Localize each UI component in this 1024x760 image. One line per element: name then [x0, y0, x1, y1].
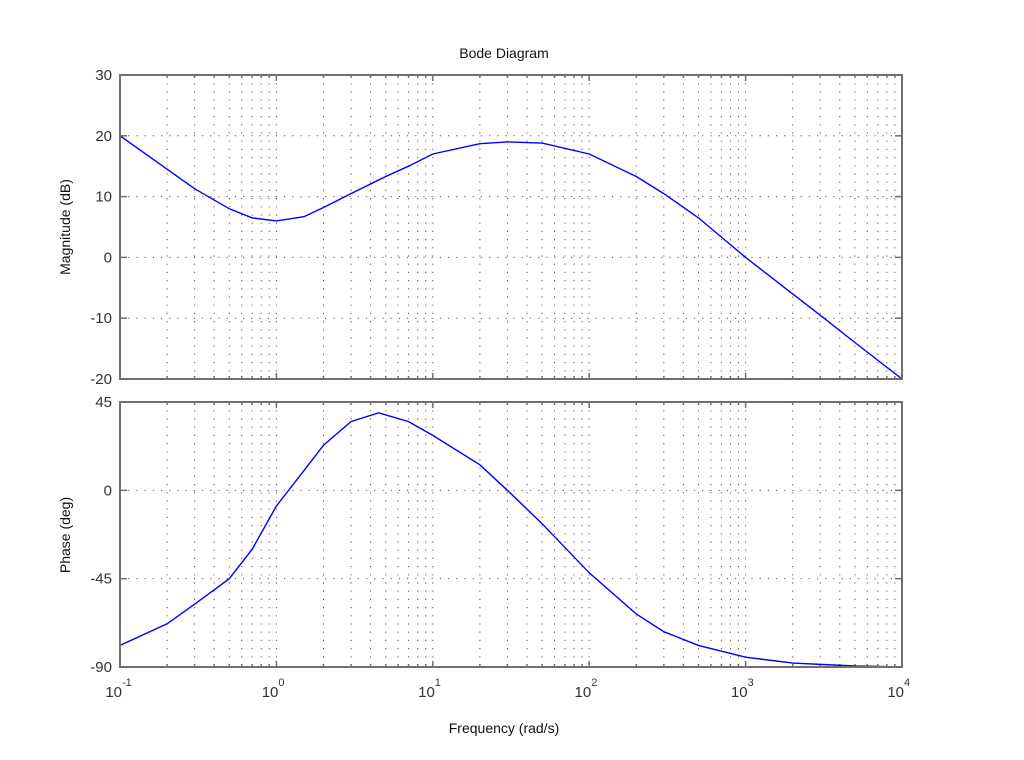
- magnitude-plot: 30 20 10 0 -10 -20 Magnitude (dB): [57, 67, 903, 388]
- phase-y-ticks: 45 0 -45 -90: [90, 394, 112, 676]
- y-tick-label: -45: [90, 571, 112, 588]
- x-tick-exponent: 0: [278, 677, 284, 689]
- y-tick-label: 0: [104, 249, 112, 266]
- x-tick-exponent: -1: [122, 677, 132, 689]
- phase-plot: 45 0 -45 -90 Phase (deg): [57, 394, 903, 676]
- x-tick-exponent: 3: [748, 677, 754, 689]
- x-tick-label: 10: [887, 684, 904, 701]
- x-tick-label: 10: [418, 684, 435, 701]
- magnitude-axes-box: [119, 74, 903, 380]
- x-tick-exponent: 2: [591, 677, 597, 689]
- chart-title: Bode Diagram: [459, 45, 549, 61]
- y-tick-label: 30: [95, 67, 112, 84]
- y-tick-label: 45: [95, 394, 112, 411]
- x-tick-label: 10: [731, 684, 748, 701]
- x-axis-label: Frequency (rad/s): [449, 720, 559, 736]
- x-tick-label: 10: [105, 684, 122, 701]
- y-tick-label: -10: [90, 310, 112, 327]
- x-tick-label: 10: [262, 684, 279, 701]
- y-tick-label: 20: [95, 128, 112, 145]
- y-tick-label: -90: [90, 659, 112, 676]
- phase-grid: [120, 401, 902, 668]
- magnitude-y-label: Magnitude (dB): [57, 179, 73, 275]
- phase-axes-box: [119, 401, 903, 668]
- magnitude-curve: [119, 135, 903, 380]
- x-tick-label: 10: [575, 684, 592, 701]
- y-tick-label: -20: [90, 371, 112, 388]
- magnitude-y-ticks: 30 20 10 0 -10 -20: [90, 67, 112, 388]
- x-tick-exponent: 4: [904, 677, 910, 689]
- y-tick-label: 0: [104, 482, 112, 499]
- phase-y-label: Phase (deg): [57, 497, 73, 573]
- phase-curve: [119, 412, 903, 668]
- y-tick-label: 10: [95, 189, 112, 206]
- x-tick-exponent: 1: [435, 677, 441, 689]
- magnitude-grid: [120, 74, 902, 380]
